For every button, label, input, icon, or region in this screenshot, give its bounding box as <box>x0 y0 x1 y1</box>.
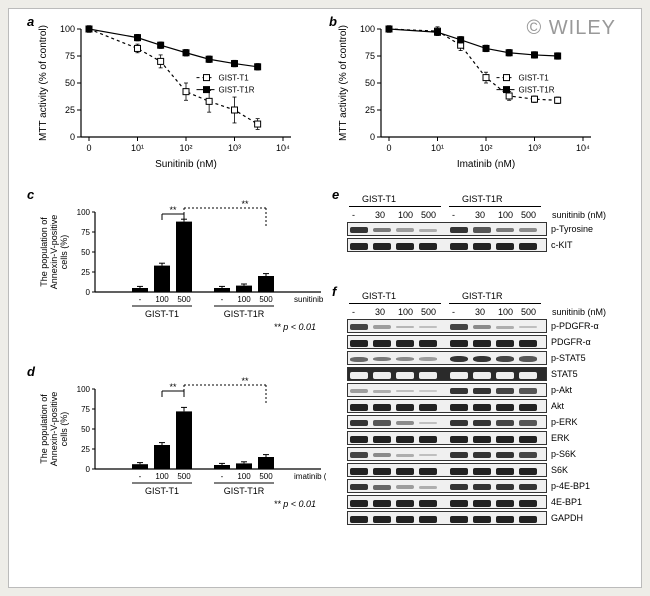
svg-text:10³: 10³ <box>528 143 541 153</box>
svg-text:100: 100 <box>155 295 169 304</box>
svg-text:GIST-T1R: GIST-T1R <box>224 309 265 319</box>
svg-text:GIST-T1R: GIST-T1R <box>519 86 555 95</box>
svg-text:25: 25 <box>81 445 90 454</box>
panel-label-f: f <box>332 284 336 299</box>
svg-text:MTT activity (% of control): MTT activity (% of control) <box>38 25 49 141</box>
svg-text:GIST-T1: GIST-T1 <box>219 74 250 83</box>
svg-text:75: 75 <box>81 228 90 237</box>
svg-text:25: 25 <box>365 105 375 115</box>
svg-text:100: 100 <box>155 472 169 481</box>
svg-text:500: 500 <box>177 295 191 304</box>
svg-text:The population of: The population of <box>39 217 49 287</box>
svg-text:10¹: 10¹ <box>131 143 144 153</box>
svg-text:75: 75 <box>65 51 75 61</box>
svg-text:-: - <box>139 472 142 481</box>
svg-text:100: 100 <box>237 472 251 481</box>
line-chart-b: 0 25 50 75 100 0 10¹ 10² 10³ 10⁴ MTT activity (% o… <box>331 19 596 169</box>
western-blot-e: GIST-T1GIST-T1R-30100500-30100500sunitin… <box>347 194 632 254</box>
svg-text:25: 25 <box>81 268 90 277</box>
svg-text:100: 100 <box>237 295 251 304</box>
svg-text:-: - <box>221 472 224 481</box>
svg-text:GIST-T1: GIST-T1 <box>145 309 179 319</box>
svg-text:GIST-T1: GIST-T1 <box>519 74 550 83</box>
svg-text:50: 50 <box>81 248 90 257</box>
svg-text:sunitinib (nM): sunitinib (nM) <box>294 295 326 304</box>
svg-text:100: 100 <box>60 24 75 34</box>
svg-text:0: 0 <box>86 465 91 474</box>
bar-chart-c: 0 25 50 75 100 The population ofAnnexin-V-pos… <box>31 194 326 334</box>
svg-text:0: 0 <box>386 143 391 153</box>
svg-text:0: 0 <box>370 132 375 142</box>
western-blot-f: GIST-T1GIST-T1R-30100500-30100500sunitin… <box>347 291 632 527</box>
svg-text:10⁴: 10⁴ <box>576 143 590 153</box>
svg-text:-: - <box>139 295 142 304</box>
svg-text:cells (%): cells (%) <box>59 412 69 447</box>
svg-text:MTT activity (% of control): MTT activity (% of control) <box>338 25 349 141</box>
svg-text:10⁴: 10⁴ <box>276 143 290 153</box>
svg-text:100: 100 <box>77 385 91 394</box>
svg-text:**: ** <box>169 205 177 215</box>
bar-chart-d: 0 25 50 75 100 The population ofAnnexin-V-pos… <box>31 371 326 511</box>
svg-text:10¹: 10¹ <box>431 143 444 153</box>
svg-text:** p < 0.01: ** p < 0.01 <box>274 322 316 332</box>
svg-text:100: 100 <box>77 208 91 217</box>
svg-text:cells (%): cells (%) <box>59 235 69 270</box>
svg-text:500: 500 <box>259 472 273 481</box>
svg-text:**: ** <box>169 382 177 392</box>
figure-container: © WILEY a 0255075100010¹10²10³10⁴MTT act… <box>8 8 642 588</box>
svg-text:Annexin-V-positive: Annexin-V-positive <box>49 392 59 467</box>
svg-text:Sunitinib (nM): Sunitinib (nM) <box>155 159 217 169</box>
svg-text:500: 500 <box>177 472 191 481</box>
svg-text:50: 50 <box>65 78 75 88</box>
svg-text:GIST-T1R: GIST-T1R <box>224 486 265 496</box>
svg-text:GIST-T1: GIST-T1 <box>145 486 179 496</box>
svg-text:0: 0 <box>70 132 75 142</box>
svg-text:Annexin-V-positive: Annexin-V-positive <box>49 215 59 290</box>
svg-text:0: 0 <box>86 143 91 153</box>
svg-text:75: 75 <box>81 405 90 414</box>
svg-text:** p < 0.01: ** p < 0.01 <box>274 499 316 509</box>
panel-label-e: e <box>332 187 339 202</box>
svg-text:100: 100 <box>360 24 375 34</box>
svg-text:-: - <box>221 295 224 304</box>
svg-text:10²: 10² <box>179 143 192 153</box>
line-chart-a: 0 25 50 75 100 0 10¹ 10² 10³ 10⁴ MTT activity (% o… <box>31 19 296 169</box>
svg-text:Imatinib (nM): Imatinib (nM) <box>457 159 515 169</box>
svg-text:10²: 10² <box>479 143 492 153</box>
svg-text:50: 50 <box>81 425 90 434</box>
svg-text:25: 25 <box>65 105 75 115</box>
svg-text:10³: 10³ <box>228 143 241 153</box>
svg-text:0: 0 <box>86 288 91 297</box>
svg-text:500: 500 <box>259 295 273 304</box>
svg-text:**: ** <box>241 376 249 386</box>
svg-text:imatinib (nM): imatinib (nM) <box>294 472 326 481</box>
svg-text:50: 50 <box>365 78 375 88</box>
svg-text:The population of: The population of <box>39 394 49 464</box>
svg-text:**: ** <box>241 199 249 209</box>
svg-text:75: 75 <box>365 51 375 61</box>
svg-text:GIST-T1R: GIST-T1R <box>219 86 255 95</box>
